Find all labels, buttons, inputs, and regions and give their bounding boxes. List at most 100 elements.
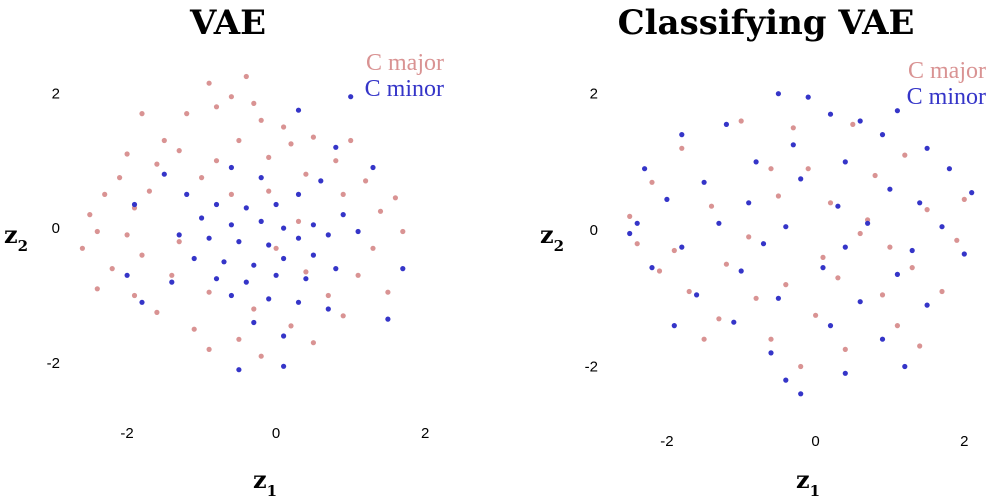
point-c-minor <box>842 244 848 250</box>
point-c-major <box>206 80 212 86</box>
point-c-minor <box>946 166 953 172</box>
point-c-minor <box>303 276 309 282</box>
point-c-major <box>775 193 782 199</box>
point-c-minor <box>228 222 234 228</box>
point-c-major <box>392 195 398 201</box>
y-axis-label: z2 <box>4 220 28 255</box>
point-c-minor <box>842 370 848 376</box>
point-c-major <box>377 208 384 214</box>
point-c-minor <box>738 268 744 274</box>
point-c-major <box>355 272 361 278</box>
point-c-minor <box>917 200 923 206</box>
point-c-minor <box>325 232 331 238</box>
point-c-major <box>348 137 354 144</box>
point-c-major <box>109 266 115 272</box>
point-c-minor <box>281 363 287 369</box>
legend-entry-c-minor: C minor <box>907 84 986 110</box>
point-c-minor <box>701 179 707 185</box>
y-axis-label-subscript: 2 <box>18 237 28 255</box>
point-c-minor <box>295 107 302 113</box>
y-tick-label: 0 <box>590 222 598 239</box>
point-c-minor <box>355 228 361 235</box>
point-c-major <box>340 191 346 197</box>
point-c-minor <box>206 235 212 241</box>
point-c-minor <box>243 205 249 211</box>
point-c-major <box>94 228 100 235</box>
point-c-minor <box>258 175 264 181</box>
point-c-major <box>176 239 182 245</box>
point-c-minor <box>902 363 908 370</box>
point-c-minor <box>273 201 279 208</box>
point-layer <box>627 91 975 397</box>
x-axis-label-subscript: 1 <box>267 482 277 500</box>
point-c-major <box>236 336 242 342</box>
x-axis-label-subscript: 1 <box>810 482 820 500</box>
point-c-major <box>228 191 234 197</box>
point-c-major <box>154 161 160 167</box>
point-c-major <box>169 272 175 278</box>
y-tick-label: 2 <box>590 86 598 103</box>
point-c-minor <box>318 178 324 184</box>
x-axis-label-main: z <box>796 465 810 494</box>
point-c-major <box>131 292 138 299</box>
point-c-major <box>281 124 287 130</box>
point-c-minor <box>139 299 145 305</box>
point-c-major <box>94 286 100 292</box>
point-c-major <box>746 234 752 240</box>
point-c-minor <box>273 272 279 278</box>
point-c-major <box>191 326 197 332</box>
point-c-major <box>872 172 878 179</box>
point-c-minor <box>236 239 242 245</box>
point-c-minor <box>924 302 930 308</box>
point-c-major <box>325 292 331 299</box>
point-c-major <box>139 252 145 258</box>
chart-title: Classifying VAE <box>618 3 915 43</box>
point-c-major <box>124 232 130 238</box>
point-c-major <box>258 117 264 123</box>
point-c-major <box>768 336 774 342</box>
point-layer <box>79 73 406 373</box>
point-c-major <box>340 313 346 319</box>
point-c-major <box>723 261 730 267</box>
point-c-minor <box>820 265 826 271</box>
point-c-minor <box>887 186 893 192</box>
point-c-major <box>798 363 804 370</box>
point-c-major <box>820 254 826 260</box>
point-c-minor <box>723 121 730 127</box>
chart-vae: VAE -2 0 2-202 z1 z2 C major C minor <box>4 3 444 500</box>
point-c-major <box>251 100 257 106</box>
point-c-major <box>266 154 272 160</box>
point-c-major <box>850 121 856 127</box>
point-c-minor <box>266 242 272 248</box>
point-c-minor <box>251 262 257 268</box>
point-c-minor <box>879 336 886 342</box>
point-c-minor <box>760 241 767 247</box>
x-tick-label: 2 <box>960 433 968 450</box>
point-c-minor <box>731 319 737 325</box>
point-c-minor <box>400 266 406 272</box>
tick-layer: -2 0 2 -2 0 2 <box>47 85 430 442</box>
point-c-minor <box>385 316 391 322</box>
y-axis-label-main: z <box>540 220 554 249</box>
point-c-major <box>924 207 930 213</box>
point-c-major <box>102 191 108 197</box>
point-c-minor <box>842 159 848 165</box>
point-c-major <box>87 212 93 218</box>
point-c-minor <box>827 111 834 117</box>
point-c-major <box>939 288 945 295</box>
point-c-major <box>961 196 967 202</box>
point-c-minor <box>169 279 175 285</box>
y-tick-label: 2 <box>52 85 60 102</box>
point-c-minor <box>221 259 227 265</box>
point-c-major <box>243 73 249 80</box>
point-c-major <box>708 203 715 209</box>
point-c-minor <box>775 91 782 97</box>
point-c-minor <box>805 94 811 100</box>
y-axis-label: z2 <box>540 220 564 255</box>
x-axis-label-main: z <box>253 465 267 494</box>
point-c-minor <box>176 232 182 238</box>
point-c-major <box>753 295 759 301</box>
y-tick-label: -2 <box>585 359 598 376</box>
point-c-major <box>161 137 167 144</box>
point-c-minor <box>768 350 774 356</box>
